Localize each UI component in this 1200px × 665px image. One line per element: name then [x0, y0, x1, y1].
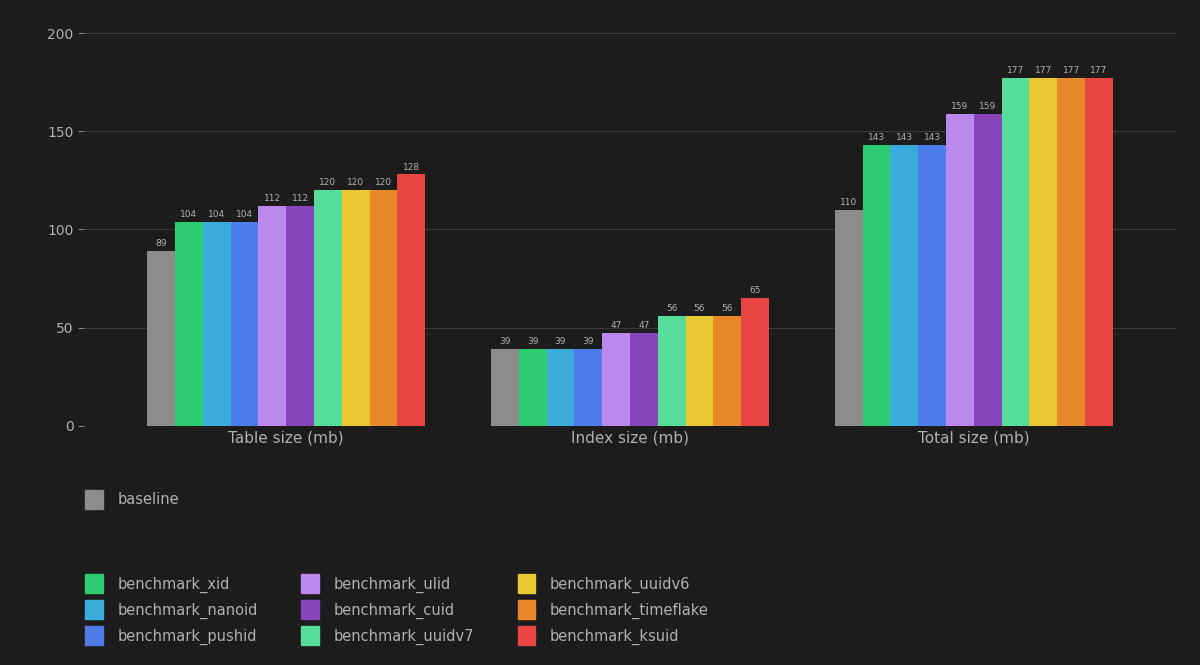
Bar: [742, 298, 769, 426]
Text: 56: 56: [721, 304, 733, 313]
Bar: [602, 333, 630, 426]
Bar: [973, 114, 1002, 426]
Bar: [148, 251, 175, 426]
Text: 104: 104: [236, 209, 253, 219]
Text: 159: 159: [952, 102, 968, 111]
Bar: [175, 221, 203, 426]
Bar: [658, 316, 685, 426]
Bar: [685, 316, 714, 426]
Bar: [258, 206, 287, 426]
Bar: [1085, 78, 1112, 426]
Legend: baseline: baseline: [79, 484, 185, 515]
Text: 112: 112: [292, 194, 308, 203]
Text: 89: 89: [155, 239, 167, 248]
Bar: [230, 221, 258, 426]
Bar: [918, 145, 946, 426]
Bar: [630, 333, 658, 426]
Text: 47: 47: [638, 321, 649, 331]
Bar: [518, 349, 546, 426]
Text: 143: 143: [895, 133, 913, 142]
Text: 56: 56: [694, 304, 706, 313]
Text: 104: 104: [180, 209, 198, 219]
Bar: [863, 145, 890, 426]
Text: 128: 128: [403, 162, 420, 172]
Bar: [546, 349, 575, 426]
Text: 65: 65: [749, 286, 761, 295]
Bar: [835, 210, 863, 426]
Text: 56: 56: [666, 304, 678, 313]
Text: 120: 120: [374, 178, 392, 188]
Bar: [1002, 78, 1030, 426]
Text: 112: 112: [264, 194, 281, 203]
Bar: [370, 190, 397, 426]
Text: 159: 159: [979, 102, 996, 111]
Text: 39: 39: [554, 337, 566, 346]
Text: 110: 110: [840, 198, 857, 207]
Bar: [1057, 78, 1085, 426]
Text: 39: 39: [527, 337, 539, 346]
Bar: [397, 174, 425, 426]
Bar: [287, 206, 314, 426]
Bar: [890, 145, 918, 426]
Bar: [1030, 78, 1057, 426]
Text: 177: 177: [1091, 66, 1108, 75]
Bar: [575, 349, 602, 426]
Bar: [203, 221, 230, 426]
Legend: benchmark_xid, benchmark_nanoid, benchmark_pushid, benchmark_ulid, benchmark_cui: benchmark_xid, benchmark_nanoid, benchma…: [79, 569, 714, 651]
Text: 120: 120: [319, 178, 336, 188]
Bar: [314, 190, 342, 426]
Text: 120: 120: [347, 178, 365, 188]
Text: 39: 39: [582, 337, 594, 346]
Bar: [946, 114, 973, 426]
Bar: [714, 316, 742, 426]
Text: 177: 177: [1034, 66, 1052, 75]
Bar: [342, 190, 370, 426]
Text: 47: 47: [611, 321, 622, 331]
Text: 143: 143: [924, 133, 941, 142]
Text: 143: 143: [868, 133, 886, 142]
Text: 39: 39: [499, 337, 511, 346]
Text: 177: 177: [1062, 66, 1080, 75]
Bar: [491, 349, 518, 426]
Text: 177: 177: [1007, 66, 1024, 75]
Text: 104: 104: [208, 209, 226, 219]
